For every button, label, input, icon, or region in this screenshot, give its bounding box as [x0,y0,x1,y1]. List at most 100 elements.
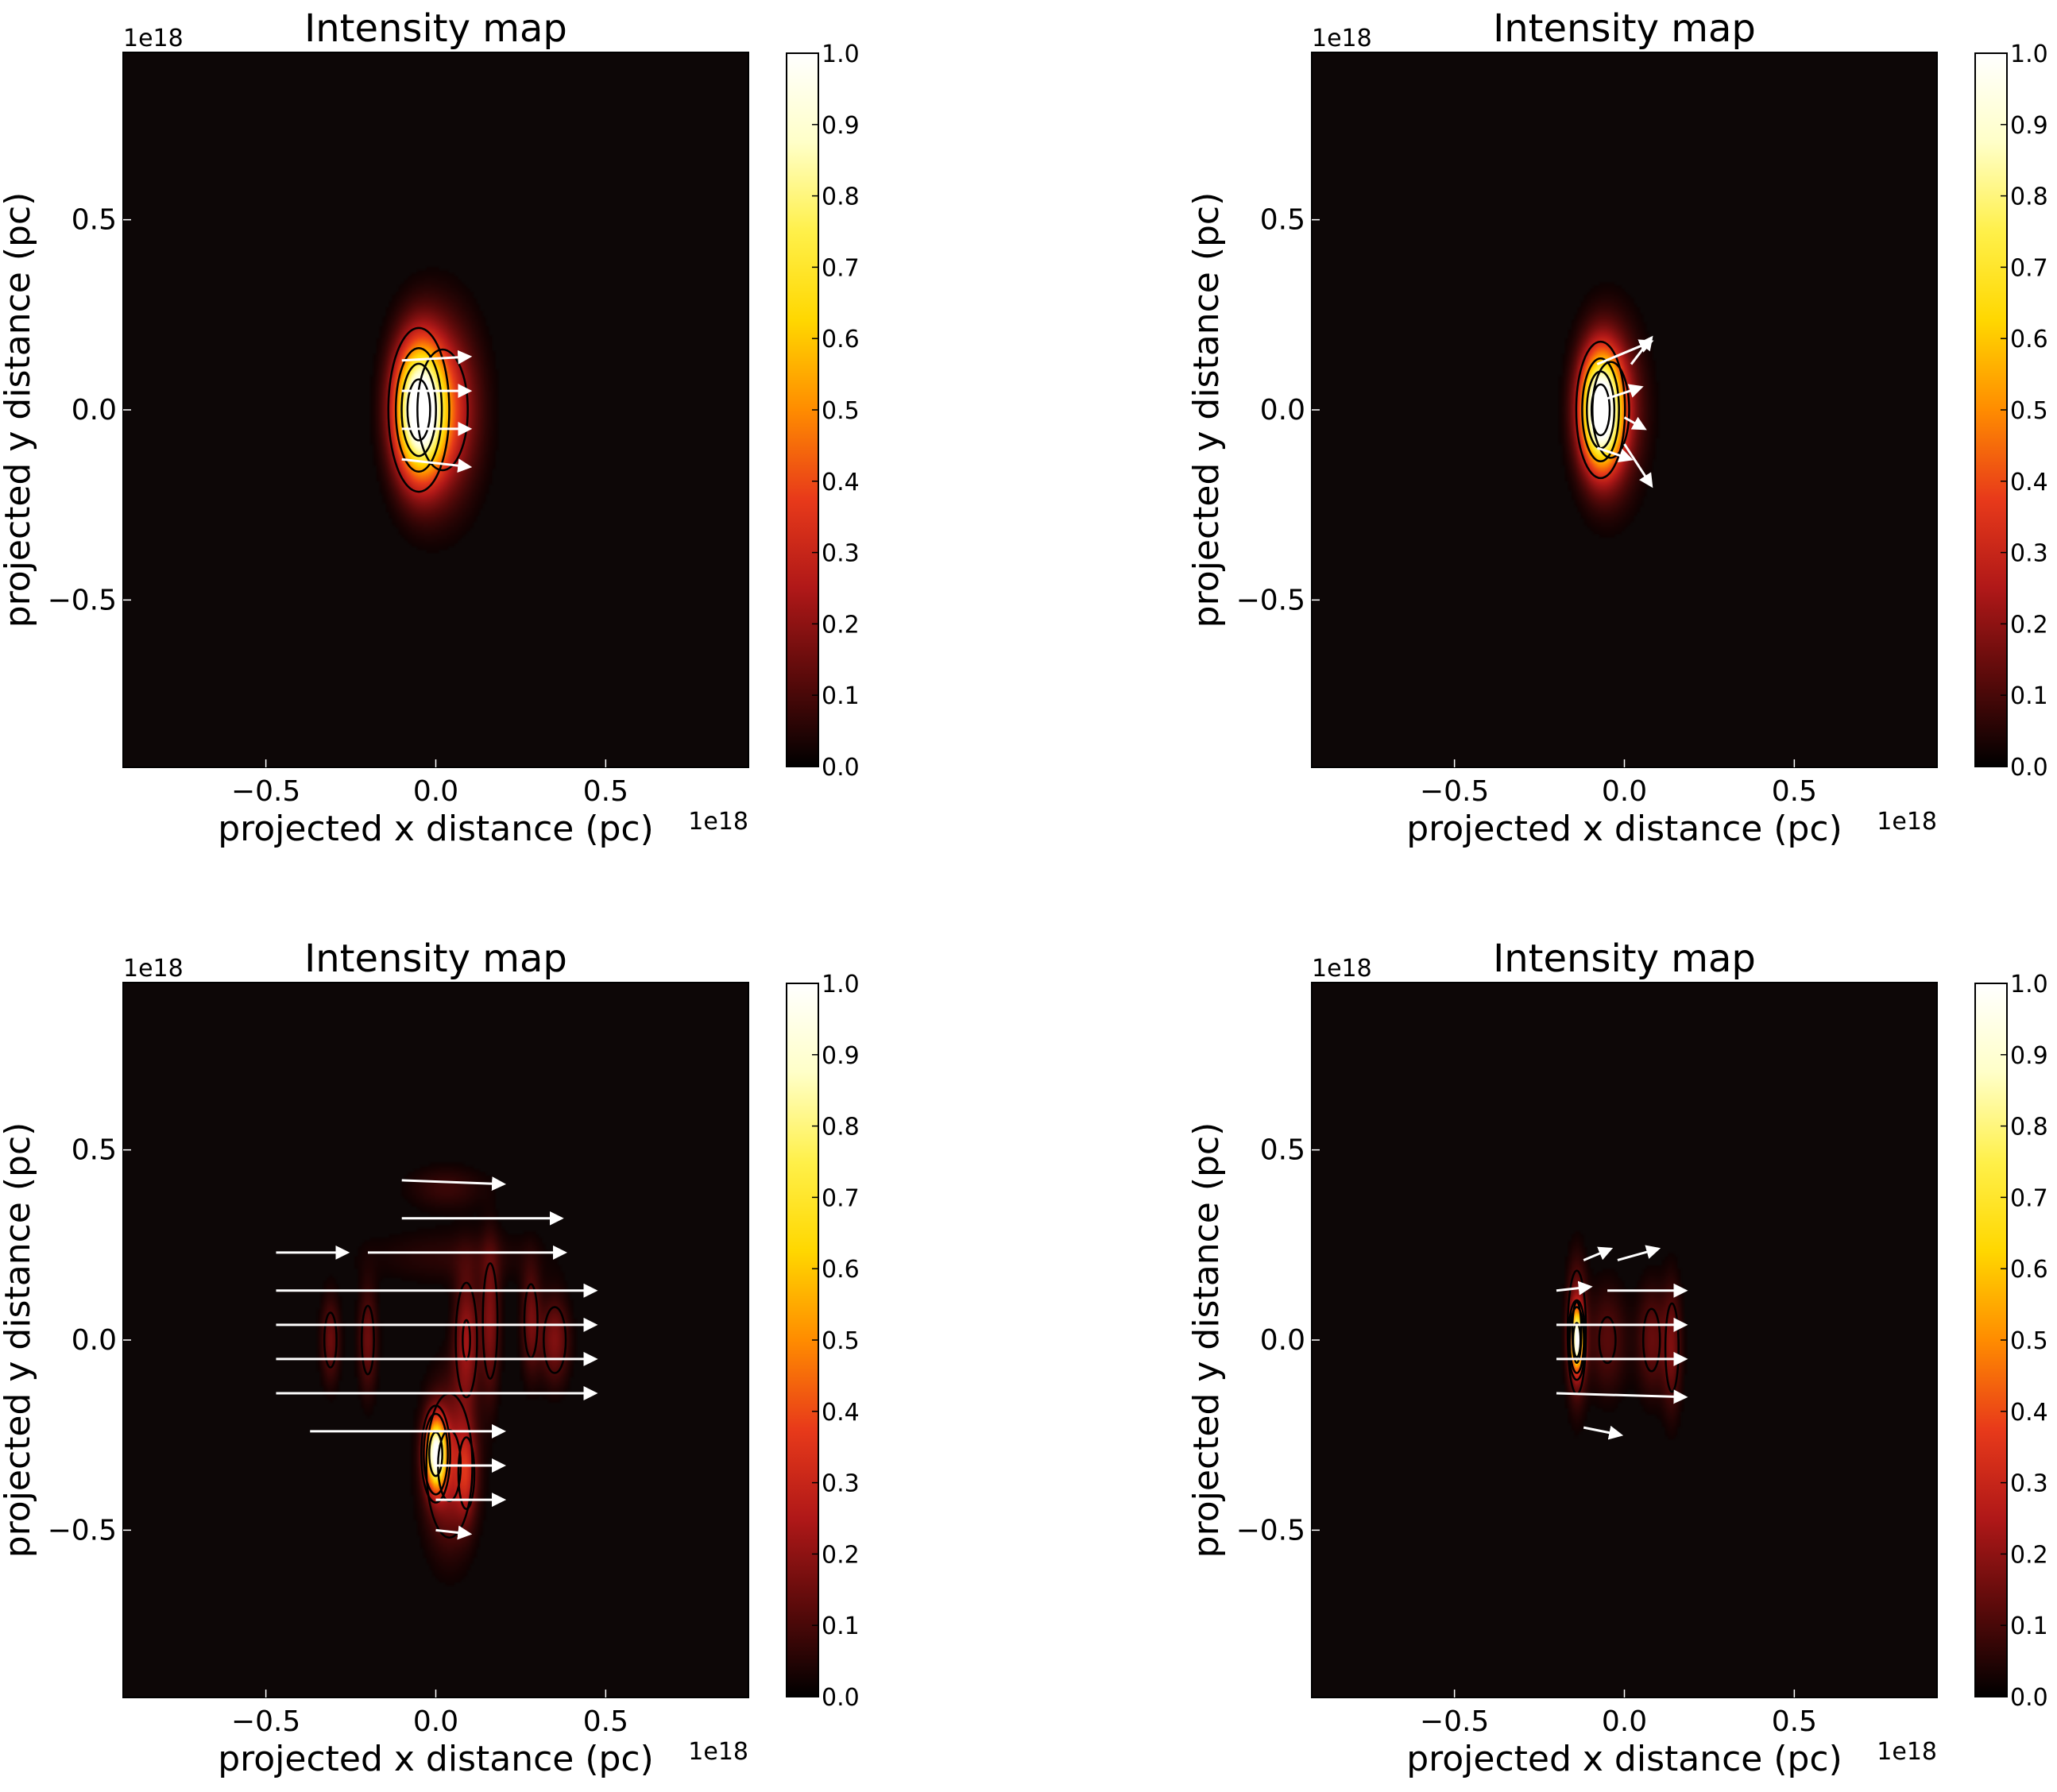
colorbar-tick-label: 0.2 [822,1541,860,1569]
y-tick-label: −0.5 [48,1514,117,1547]
x-offset-text: 1e18 [688,1738,748,1766]
y-tick-label: 0.0 [1260,1324,1305,1357]
contour-line [387,326,450,493]
colorbar-tick-label: 0.5 [822,1327,860,1355]
vector-arrow [1583,1425,1624,1440]
vector-arrow [1583,1246,1614,1261]
x-offset-text: 1e18 [688,808,748,836]
colorbar-tick-label: 1.0 [2010,971,2048,998]
y-tick-label: −0.5 [1236,1514,1305,1547]
y-offset-text: 1e18 [123,25,184,52]
x-tick-label: −0.5 [231,1705,300,1738]
x-offset-text: 1e18 [1877,808,1937,836]
colorbar-tick-label: 0.5 [2010,1327,2048,1355]
colorbar-tick-label: 0.0 [2010,754,2048,782]
y-tick-label: 0.0 [72,1324,117,1357]
colorbar-tick-label: 0.4 [2010,1399,2048,1427]
panel-1: −0.5 0.0 0.5 0.5 0.0 −0.5 Intensity map project… [0,6,860,849]
contour-line [1598,1315,1617,1365]
y-axis-label: projected y distance (pc) [0,1122,38,1558]
colorbar-tick-label: 0.7 [2010,254,2048,282]
vectors [276,1176,598,1540]
y-axis-label: projected y distance (pc) [0,192,38,628]
x-tick-label: 0.0 [413,1705,458,1738]
contours [1566,1269,1680,1396]
vector-arrow [401,350,473,365]
x-axis-label: projected x distance (pc) [218,1739,654,1779]
y-offset-text: 1e18 [1312,955,1372,983]
x-tick-label: 0.0 [1602,775,1647,808]
contour-line [361,1304,375,1376]
y-tick-label: 0.5 [72,204,117,237]
x-axis-label: projected x distance (pc) [1406,1739,1842,1779]
colorbar-tick-label: 0.3 [822,1470,860,1498]
colorbar-tick-label: 0.1 [2010,682,2048,710]
colorbar-tick-label: 0.7 [822,1184,860,1212]
vector-arrow [1556,1280,1593,1296]
x-tick-label: 0.5 [583,775,628,808]
colorbar-tick-label: 0.5 [2010,397,2048,425]
colorbar-tick-label: 0.8 [822,183,860,211]
x-axis-label: projected x distance (pc) [218,809,654,849]
vector-arrow [435,1525,473,1540]
panel-4: −0.5 0.0 0.5 0.5 0.0 −0.5 Intensity map project… [1186,937,2048,1779]
panel-title: Intensity map [1493,6,1756,51]
contours [1575,340,1630,480]
panel-title: Intensity map [304,937,567,981]
x-tick-label: −0.5 [231,775,300,808]
panel-title: Intensity map [1493,937,1756,981]
colorbar-tick-label: 0.9 [822,112,860,140]
y-tick-label: −0.5 [1236,584,1305,616]
contour-line [1571,1300,1583,1365]
colorbar-tick-label: 0.0 [822,1684,860,1712]
vector-arrow [1617,1245,1661,1261]
contour-line [543,1306,567,1374]
colorbar-tick-label: 0.6 [822,1256,860,1284]
contour-line [406,378,431,442]
colorbar-tick-label: 0.9 [2010,112,2048,140]
x-tick-label: −0.5 [1420,775,1489,808]
contour-line [1581,357,1620,463]
y-axis-label: projected y distance (pc) [1186,192,1227,628]
contour-line [1591,361,1630,459]
y-tick-label: 0.0 [72,394,117,427]
colorbar-tick-label: 0.0 [2010,1684,2048,1712]
panel-2: −0.5 0.0 0.5 0.5 0.0 −0.5 Intensity map project… [1186,6,2048,849]
colorbar-tick-label: 0.3 [822,540,860,568]
x-tick-label: 0.5 [1772,775,1817,808]
colorbar-tick-label: 0.4 [2010,469,2048,496]
vector-arrow [1556,1389,1688,1404]
x-tick-label: 0.5 [583,1705,628,1738]
colorbar-tick-label: 0.9 [822,1042,860,1070]
y-tick-label: 0.0 [1260,394,1305,427]
x-axis-label: projected x distance (pc) [1406,809,1842,849]
colorbar-tick-label: 0.5 [822,397,860,425]
colorbar-tick-label: 0.6 [2010,1256,2048,1284]
x-tick-label: 0.0 [1602,1705,1647,1738]
x-tick-label: −0.5 [1420,1705,1489,1738]
colorbar-tick-label: 0.0 [822,754,860,782]
colorbar-tick-label: 0.1 [822,682,860,710]
y-axis-label: projected y distance (pc) [1186,1122,1227,1558]
colorbar-tick-label: 0.6 [822,326,860,353]
colorbar-tick-label: 0.3 [2010,540,2048,568]
contour-line [323,1311,338,1369]
colorbar-tick-label: 0.8 [2010,1114,2048,1141]
vector-arrow [401,1176,507,1191]
y-tick-label: 0.5 [1260,1134,1305,1167]
colorbar-tick-label: 0.2 [2010,1541,2048,1569]
panel-title: Intensity map [304,6,567,51]
vector-arrow [1623,416,1647,431]
intensity-image [1312,983,1937,1697]
vectors [1556,1245,1688,1440]
x-tick-label: 0.5 [1772,1705,1817,1738]
x-offset-text: 1e18 [1877,1738,1937,1766]
colorbar-tick-label: 0.1 [2010,1612,2048,1640]
colorbar-tick-label: 0.7 [822,254,860,282]
colorbar-tick-label: 0.2 [2010,611,2048,639]
contour-line [454,1281,478,1399]
contour-line [400,362,437,458]
colorbar-tick-label: 1.0 [822,971,860,998]
colorbar-tick-label: 1.0 [822,41,860,68]
